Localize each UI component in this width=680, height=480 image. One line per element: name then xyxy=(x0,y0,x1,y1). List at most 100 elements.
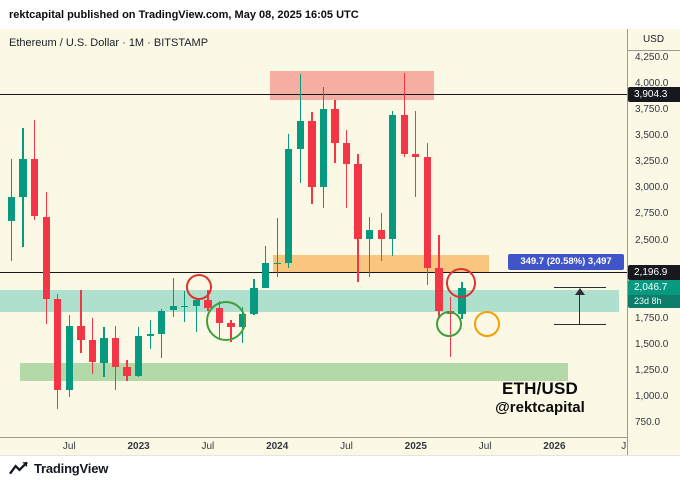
time-tick-label: 2023 xyxy=(127,441,150,452)
candle-body xyxy=(31,158,39,217)
price-level-line xyxy=(0,93,627,95)
price-tick-label: 4,250.0 xyxy=(635,52,669,63)
price-tick-label: 1,500.0 xyxy=(635,338,669,350)
candle-body xyxy=(100,337,108,363)
candle-body xyxy=(54,298,62,390)
time-tick-label: Jul xyxy=(62,441,76,452)
time-tick-label: J xyxy=(621,441,627,452)
candle-wick xyxy=(368,216,371,277)
currency-toggle[interactable]: USD xyxy=(627,29,680,51)
candle-wick xyxy=(345,129,348,208)
highlight-circle xyxy=(436,310,463,337)
candle-body xyxy=(435,267,443,312)
candle-wick xyxy=(195,298,198,332)
price-level-line xyxy=(0,271,627,273)
time-axis[interactable]: Jul 2023 Jul 2024 Jul 2025 Jul 2026 J xyxy=(0,437,680,455)
measure-arrow-line xyxy=(579,293,581,325)
tradingview-wordmark: TradingView xyxy=(34,460,109,476)
candle-body xyxy=(308,120,316,187)
price-level-badge: 3,904.3 xyxy=(628,86,680,102)
time-tick-label: Jul xyxy=(478,441,492,452)
publish-text: rektcapital published on TradingView.com… xyxy=(9,8,359,21)
zone-resistance-red xyxy=(270,70,435,100)
measure-label: 349.7 (20.58%) 3,497 xyxy=(508,253,624,270)
price-tick-label: 3,250.0 xyxy=(635,156,669,168)
candle-body xyxy=(88,339,97,363)
candle-wick xyxy=(276,217,278,277)
highlight-circle xyxy=(474,310,501,337)
candle-body xyxy=(273,263,281,265)
candle-body xyxy=(19,158,27,197)
price-tick-label: 1,000.0 xyxy=(635,390,669,402)
candle-body xyxy=(377,229,385,239)
candle-body xyxy=(42,216,50,299)
price-axis[interactable]: 4,250.0 4,000.0 3,750.0 3,500.0 3,250.0 3,000… xyxy=(627,29,680,455)
candle-body xyxy=(412,153,420,157)
tradingview-logo[interactable]: TradingView xyxy=(9,461,108,476)
watermark: ETH/USD @rektcapital xyxy=(460,379,620,416)
candle-body xyxy=(169,306,177,311)
candle-body xyxy=(342,143,351,165)
candle-body xyxy=(181,305,189,308)
candle-body xyxy=(65,326,73,390)
price-tick-label: 2,500.0 xyxy=(635,234,669,246)
candlestick-plot[interactable]: 349.7 (20.58%) 3,497 xyxy=(0,29,680,455)
candle-body xyxy=(111,337,120,367)
watermark-symbol: ETH/USD xyxy=(501,379,579,398)
candle-body xyxy=(354,164,362,240)
price-tick-label: 2,750.0 xyxy=(635,208,669,220)
chart-area[interactable]: 349.7 (20.58%) 3,497 ETH/USD @rektcapita… xyxy=(0,29,680,455)
price-level-badge: 2,196.9 xyxy=(628,264,680,280)
candle-wick xyxy=(80,289,82,354)
highlight-circle xyxy=(185,274,212,301)
candle-body xyxy=(77,326,85,340)
candle-body xyxy=(192,299,201,306)
measure-arrowhead xyxy=(574,287,585,295)
candle-wick xyxy=(403,73,405,157)
bar-countdown-badge: 23d 8h xyxy=(628,295,680,309)
time-tick-label: 2024 xyxy=(266,441,289,452)
candle-body xyxy=(423,157,432,268)
candle-body xyxy=(7,196,16,221)
price-tick-label: 1,250.0 xyxy=(635,364,669,376)
candle-wick xyxy=(172,277,174,318)
zone-support-green xyxy=(19,362,569,382)
price-tick-label: 750.0 xyxy=(635,417,661,428)
candle-body xyxy=(146,333,154,336)
measure-cap-top xyxy=(553,287,606,289)
candle-body xyxy=(319,108,328,187)
time-tick-label: Jul xyxy=(340,441,353,452)
candle-body xyxy=(134,335,143,377)
footer: TradingView xyxy=(0,455,680,480)
tradingview-logo-icon xyxy=(9,461,28,474)
price-tick-label: 3,500.0 xyxy=(635,130,669,142)
last-price-badge: 2,046.7 xyxy=(628,280,680,296)
highlight-circle xyxy=(445,268,476,299)
candle-body xyxy=(365,229,374,240)
candle-body xyxy=(389,115,397,239)
candle-body xyxy=(400,115,408,154)
candle-body xyxy=(123,366,131,377)
candle-body xyxy=(331,108,339,144)
candle-body xyxy=(296,120,304,149)
candle-body xyxy=(204,299,212,308)
time-tick-label: 2025 xyxy=(404,441,427,452)
price-tick-label: 3,000.0 xyxy=(635,182,669,194)
highlight-circle xyxy=(206,300,247,341)
price-tick-label: 3,750.0 xyxy=(635,104,669,116)
candle-body xyxy=(158,310,166,334)
candle-body xyxy=(262,263,270,288)
candle-body xyxy=(458,287,466,315)
candle-body xyxy=(285,148,293,264)
watermark-handle: @rektcapital xyxy=(495,399,585,416)
price-tick-label: 4,000.0 xyxy=(635,78,669,90)
candle-body xyxy=(250,288,258,314)
zone-supply-yellow xyxy=(272,255,489,273)
time-tick-label: Jul xyxy=(201,441,215,452)
publish-bar: rektcapital published on TradingView.com… xyxy=(0,0,680,29)
zone-support-teal xyxy=(0,290,620,313)
time-tick-label: 2026 xyxy=(543,441,566,452)
price-tick-label: 1,750.0 xyxy=(635,312,669,324)
symbol-title: Ethereum / U.S. Dollar · 1M · BITSTAMP xyxy=(9,37,209,49)
